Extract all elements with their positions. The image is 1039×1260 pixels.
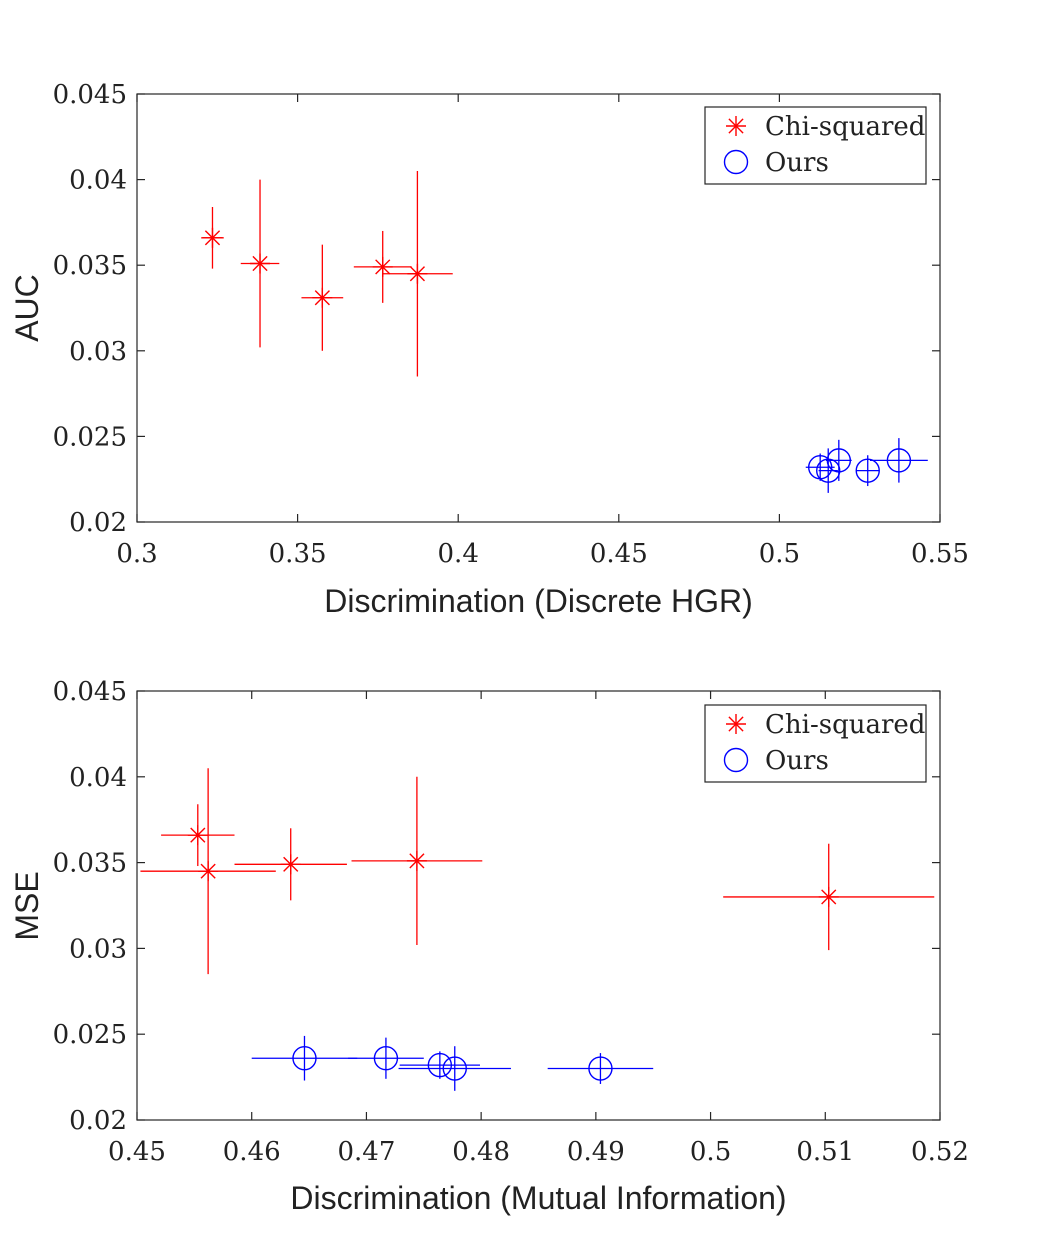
auc-y-tick-label: 0.04 [69, 166, 127, 196]
auc-x-tick-label: 0.45 [590, 539, 648, 569]
mse-x-tick-label: 0.48 [452, 1137, 510, 1167]
mse-legend-ours-marker [723, 747, 749, 773]
auc-legend: Chi-squared Ours [704, 106, 927, 185]
auc-x-tick-labels: 0.3 0.35 0.4 0.45 0.5 0.55 [116, 539, 969, 569]
auc-y-tick-labels: 0.02 0.025 0.03 0.035 0.04 0.045 [53, 80, 127, 538]
mse-y-tick-label: 0.025 [53, 1020, 127, 1050]
mse-panel: 0.45 0.46 0.47 0.48 0.49 0.5 0.51 0.52 0.020.02… [9, 677, 969, 1216]
mse-plot-frame [136, 690, 941, 1121]
mse-plot-marks [140, 768, 935, 1091]
auc-legend-chi-squared-marker [726, 116, 746, 136]
mse-legend-chi-squared-symbol [726, 714, 746, 734]
auc-y-tick-label: 0.02 [69, 508, 127, 538]
mse-x-tick-labels: 0.45 0.46 0.47 0.48 0.49 0.5 0.51 0.52 [108, 1137, 969, 1167]
auc-ours-point [886, 448, 912, 473]
mse-axis-ticks [136, 690, 941, 1121]
mse-y-tick-label: 0.045 [53, 677, 127, 707]
auc-x-axis-label: Discrimination (Discrete HGR) [324, 583, 753, 619]
auc-chi-squared-point [312, 287, 333, 308]
mse-x-tick-label: 0.5 [690, 1137, 731, 1167]
mse-ours-point [442, 1056, 467, 1081]
mse-ours-point [588, 1056, 613, 1081]
mse-legend: Chi-squared Ours [704, 704, 927, 783]
auc-legend-ours-marker [723, 149, 749, 175]
auc-legend-ours-label: Ours [765, 148, 829, 178]
auc-plot-frame [136, 93, 941, 523]
auc-chi-squared-point [407, 263, 428, 284]
mse-chi-squared-point [280, 854, 301, 875]
mse-y-tick-label: 0.04 [69, 763, 127, 793]
mse-ours-point [373, 1046, 399, 1071]
mse-x-axis-label: Discrimination (Mutual Information) [290, 1180, 786, 1216]
auc-x-tick-label: 0.4 [438, 539, 479, 569]
mse-y-tick-label: 0.035 [53, 849, 127, 879]
mse-y-tick-label: 0.02 [69, 1106, 127, 1136]
mse-chi-squared-point [187, 825, 208, 846]
auc-ours-point [826, 448, 852, 473]
mse-ours-point [427, 1052, 453, 1078]
auc-y-tick-label: 0.03 [69, 337, 127, 367]
mse-y-tick-label: 0.03 [69, 934, 127, 964]
mse-legend-ours-symbol [723, 747, 749, 773]
auc-y-tick-label: 0.045 [53, 80, 127, 110]
mse-legend-chi-squared-marker [726, 714, 746, 734]
mse-x-tick-label: 0.46 [223, 1137, 281, 1167]
mse-chi-squared-point [818, 886, 839, 907]
auc-x-tick-label: 0.3 [116, 539, 157, 569]
auc-chi-squared-point [202, 227, 223, 248]
auc-legend-ours-symbol [723, 149, 749, 175]
mse-legend-ours-label: Ours [765, 746, 829, 776]
mse-x-tick-label: 0.52 [911, 1137, 969, 1167]
auc-panel: 0.3 0.35 0.4 0.45 0.5 0.55 0.02 0.025 0.03 0.035… [9, 80, 969, 619]
auc-x-tick-label: 0.5 [759, 539, 800, 569]
mse-x-tick-label: 0.45 [108, 1137, 166, 1167]
mse-chi-squared-point [198, 861, 219, 882]
auc-x-tick-label: 0.55 [911, 539, 969, 569]
mse-x-tick-label: 0.49 [567, 1137, 625, 1167]
mse-y-axis-label: MSE [9, 871, 45, 940]
auc-plot-marks [201, 171, 928, 493]
auc-y-tick-label: 0.035 [53, 251, 127, 281]
auc-chi-squared-point [250, 253, 271, 274]
mse-y-tick-labels: 0.02 0.025 0.03 0.035 0.04 0.045 [53, 677, 127, 1136]
mse-x-tick-label: 0.47 [337, 1137, 395, 1167]
mse-ours-point [292, 1046, 317, 1071]
auc-y-tick-label: 0.025 [53, 422, 127, 452]
auc-axis-ticks [136, 93, 941, 523]
auc-ours-point [816, 458, 841, 483]
auc-x-tick-label: 0.35 [269, 539, 327, 569]
mse-chi-squared-point [406, 850, 427, 871]
auc-ours-point [855, 458, 880, 483]
auc-legend-chi-squared-symbol [726, 116, 746, 136]
auc-legend-chi-squared-label: Chi-squared [765, 112, 925, 142]
mse-legend-chi-squared-label: Chi-squared [765, 710, 925, 740]
mse-x-tick-label: 0.51 [796, 1137, 854, 1167]
auc-y-axis-label: AUC [9, 274, 45, 342]
